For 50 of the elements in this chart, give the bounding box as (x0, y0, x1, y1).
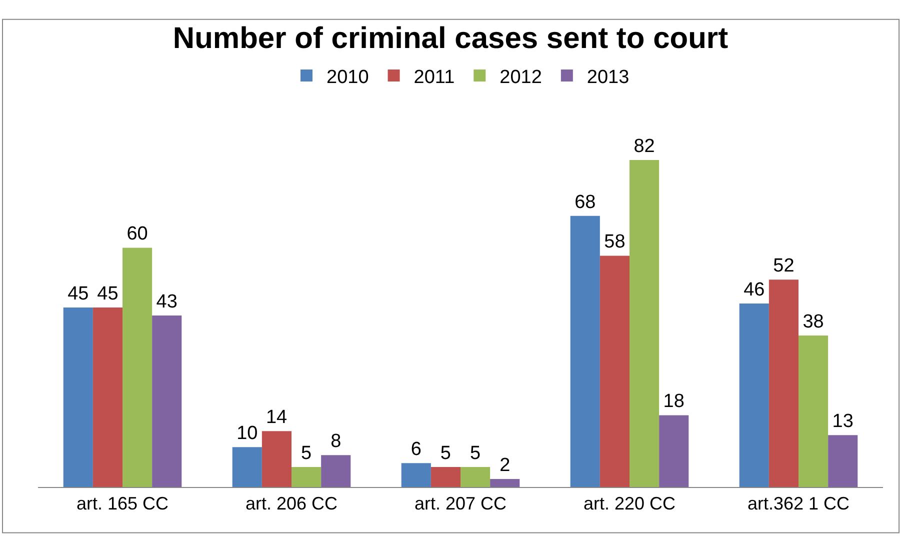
x-tick-label: art.362 1 CC (747, 494, 850, 514)
bar (460, 467, 490, 487)
x-tick-label: art. 220 CC (583, 494, 676, 514)
data-label: 5 (470, 443, 481, 464)
data-label: 5 (440, 443, 452, 464)
legend-label: 2010 (326, 66, 369, 88)
legend-label: 2012 (500, 66, 542, 88)
data-label: 82 (634, 136, 655, 157)
bar (292, 467, 322, 487)
data-label: 46 (744, 280, 765, 301)
data-label: 13 (832, 411, 854, 432)
data-label: 10 (236, 423, 258, 444)
bar (63, 308, 93, 487)
bar (659, 415, 689, 487)
data-label: 43 (156, 292, 178, 313)
data-label: 52 (773, 256, 794, 277)
bar (122, 248, 152, 487)
data-label: 2 (500, 455, 510, 476)
data-label: 38 (802, 311, 824, 332)
bar (630, 160, 660, 487)
bar (570, 216, 600, 487)
data-label: 8 (330, 431, 342, 452)
legend-label: 2011 (414, 66, 455, 88)
x-tick-label: art. 165 CC (76, 494, 169, 514)
bar (739, 304, 769, 487)
bar (828, 435, 858, 487)
data-label: 45 (68, 284, 89, 305)
bar (600, 256, 630, 487)
data-label: 58 (604, 232, 626, 253)
x-tick-label: art. 207 CC (414, 494, 507, 514)
chart-title: Number of criminal cases sent to court (172, 22, 728, 56)
bar (798, 335, 828, 487)
bar (232, 447, 262, 487)
bar (321, 455, 351, 487)
data-label: 18 (663, 391, 684, 412)
bar (430, 467, 460, 487)
legend-label: 2013 (586, 66, 630, 88)
bar (490, 479, 520, 487)
data-label: 68 (574, 192, 596, 213)
data-label: 14 (266, 407, 288, 428)
bar (262, 431, 292, 487)
bar (401, 463, 431, 487)
data-label: 5 (301, 443, 312, 464)
data-label: 6 (410, 439, 422, 460)
data-label: 60 (126, 224, 148, 245)
x-tick-label: art. 206 CC (245, 494, 338, 514)
bar (768, 280, 798, 487)
bar (152, 316, 182, 487)
bar (92, 308, 122, 487)
data-label: 45 (97, 284, 118, 305)
